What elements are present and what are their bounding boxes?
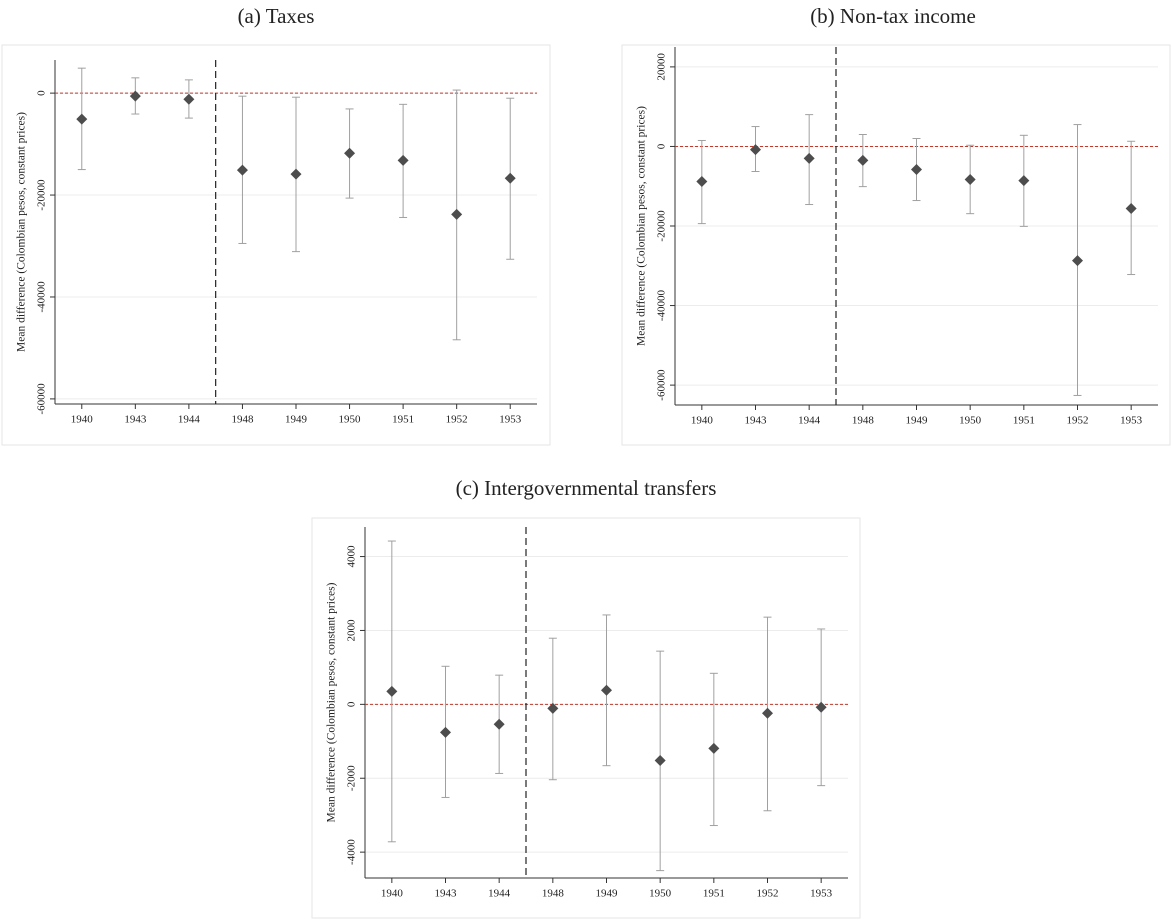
point <box>547 702 559 714</box>
point <box>601 684 612 696</box>
x-tick-label: 1949 <box>596 888 619 900</box>
y-axis-label: Mean difference (Colombian pesos, consta… <box>636 106 648 346</box>
point <box>696 175 708 187</box>
x-tick-label: 1943 <box>435 888 458 900</box>
panel-frame <box>621 44 1171 446</box>
x-tick-label: 1953 <box>1120 415 1143 427</box>
point <box>1072 255 1083 267</box>
panel-frame <box>1 44 551 446</box>
point <box>750 144 761 156</box>
x-tick-label: 1948 <box>231 414 254 426</box>
x-tick-label: 1951 <box>1013 415 1035 427</box>
point <box>762 707 773 719</box>
x-tick-label: 1953 <box>810 888 833 900</box>
point <box>397 154 409 166</box>
y-tick-label: 4000 <box>346 545 358 568</box>
point <box>815 701 827 713</box>
point <box>1018 175 1030 187</box>
point <box>451 208 463 220</box>
x-tick-label: 1943 <box>124 414 147 426</box>
x-tick-label: 1950 <box>649 888 672 900</box>
point <box>386 685 398 697</box>
y-tick-label: -20000 <box>36 179 48 211</box>
point <box>183 93 195 105</box>
point <box>440 726 451 738</box>
x-tick-label: 1949 <box>906 415 929 427</box>
y-tick-label: -2000 <box>346 765 358 791</box>
y-tick-label: 0 <box>346 701 358 707</box>
x-tick-label: 1950 <box>959 415 982 427</box>
x-tick-label: 1948 <box>852 415 875 427</box>
x-tick-label: 1944 <box>178 414 201 426</box>
point <box>654 755 666 767</box>
point <box>129 90 141 102</box>
x-tick-label: 1943 <box>745 415 768 427</box>
y-tick-label: 0 <box>36 90 48 96</box>
x-tick-label: 1940 <box>71 414 94 426</box>
x-tick-label: 1948 <box>542 888 565 900</box>
x-tick-label: 1951 <box>703 888 725 900</box>
chart-title: (c) Intergovernmental transfers <box>456 476 717 500</box>
x-tick-label: 1952 <box>757 888 779 900</box>
chart-title: (b) Non-tax income <box>810 4 976 28</box>
x-tick-label: 1949 <box>285 414 308 426</box>
point <box>236 164 248 176</box>
point <box>857 154 869 166</box>
x-tick-label: 1952 <box>1067 415 1089 427</box>
x-tick-label: 1953 <box>499 414 522 426</box>
y-tick-label: 2000 <box>346 619 358 642</box>
x-tick-label: 1944 <box>798 415 821 427</box>
point <box>803 152 815 164</box>
y-tick-label: 20000 <box>656 53 668 81</box>
chart-title: (a) Taxes <box>238 4 315 28</box>
point <box>708 742 720 754</box>
point <box>1125 202 1137 214</box>
point <box>964 173 976 185</box>
y-axis-label: Mean difference (Colombian pesos, consta… <box>326 582 338 822</box>
y-tick-label: -60000 <box>656 369 668 401</box>
x-tick-label: 1940 <box>381 888 404 900</box>
point <box>911 164 922 176</box>
point <box>504 172 516 184</box>
point <box>290 168 302 180</box>
point <box>76 113 88 125</box>
y-tick-label: -40000 <box>656 289 668 321</box>
x-tick-label: 1950 <box>339 414 362 426</box>
x-tick-label: 1951 <box>392 414 414 426</box>
y-tick-label: 0 <box>656 143 668 149</box>
panel-frame <box>311 517 861 919</box>
y-axis-label: Mean difference (Colombian pesos, consta… <box>16 112 28 352</box>
y-tick-label: -40000 <box>36 281 48 313</box>
y-tick-label: -4000 <box>346 839 358 865</box>
point <box>493 718 505 730</box>
point <box>344 147 356 159</box>
y-tick-label: -20000 <box>656 210 668 242</box>
x-tick-label: 1952 <box>446 414 468 426</box>
y-tick-label: -60000 <box>36 383 48 415</box>
x-tick-label: 1940 <box>691 415 714 427</box>
x-tick-label: 1944 <box>488 888 511 900</box>
